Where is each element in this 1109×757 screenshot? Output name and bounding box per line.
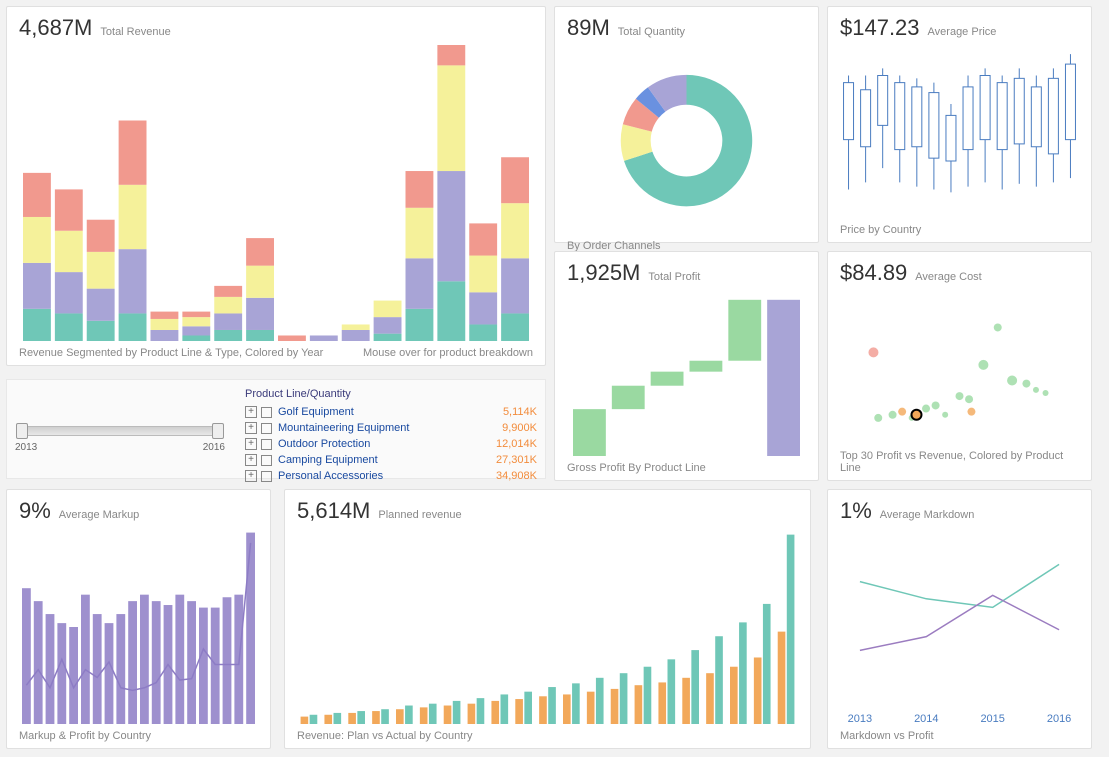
legend-value: 9,900K <box>502 420 537 436</box>
legend-name: Golf Equipment <box>278 404 503 420</box>
expand-icon[interactable]: + <box>245 422 257 434</box>
legend-checkbox[interactable] <box>261 423 272 434</box>
expand-icon[interactable]: + <box>245 438 257 450</box>
cost-chart[interactable] <box>840 290 1079 446</box>
legend-checkbox[interactable] <box>261 407 272 418</box>
legend-block: Product Line/Quantity + Golf Equipment5,1… <box>245 388 537 484</box>
planned-label: Planned revenue <box>378 509 461 521</box>
markup-caption: Markup & Profit by Country <box>19 730 258 742</box>
planned-revenue-card: 5,614M Planned revenue Revenue: Plan vs … <box>284 489 811 749</box>
average-markdown-card: 1% Average Markdown 2013 2014 2015 2016 Mar… <box>827 489 1092 749</box>
expand-icon[interactable]: + <box>245 454 257 466</box>
legend-item[interactable]: + Outdoor Protection12,014K <box>245 436 537 452</box>
planned-chart[interactable] <box>297 528 798 726</box>
svg-text:2013: 2013 <box>848 713 872 725</box>
quantity-chart[interactable] <box>567 45 806 236</box>
year-slider[interactable] <box>17 426 223 436</box>
price-caption: Price by Country <box>840 224 1079 236</box>
total-quantity-card: 89M Total Quantity By Order Channels <box>554 6 819 243</box>
price-metric: $147.23 <box>840 15 920 41</box>
legend-item[interactable]: + Mountaineering Equipment9,900K <box>245 420 537 436</box>
legend-name: Camping Equipment <box>278 452 496 468</box>
profit-label: Total Profit <box>648 271 700 283</box>
legend-checkbox[interactable] <box>261 439 272 450</box>
svg-text:2016: 2016 <box>1047 713 1071 725</box>
cost-metric: $84.89 <box>840 260 907 286</box>
legend-value: 34,908K <box>496 468 537 484</box>
quantity-label: Total Quantity <box>618 26 685 38</box>
profit-caption: Gross Profit By Product Line <box>567 462 806 474</box>
revenue-label: Total Revenue <box>100 26 170 38</box>
legend-value: 27,301K <box>496 452 537 468</box>
legend-checkbox[interactable] <box>261 471 272 482</box>
profit-chart[interactable] <box>567 290 806 458</box>
slider-handle-max[interactable] <box>212 423 224 439</box>
average-cost-card: $84.89 Average Cost Top 30 Profit vs Rev… <box>827 251 1092 481</box>
legend-value: 12,014K <box>496 436 537 452</box>
revenue-metric: 4,687M <box>19 15 92 41</box>
slider-handle-min[interactable] <box>16 423 28 439</box>
slider-max-label: 2016 <box>203 442 225 453</box>
quantity-metric: 89M <box>567 15 610 41</box>
price-chart[interactable] <box>840 45 1079 220</box>
legend-name: Mountaineering Equipment <box>278 420 502 436</box>
markdown-label: Average Markdown <box>880 509 975 521</box>
revenue-chart[interactable] <box>19 45 533 343</box>
legend-title: Product Line/Quantity <box>245 388 537 400</box>
total-profit-card: 1,925M Total Profit Gross Profit By Prod… <box>554 251 819 481</box>
legend-name: Personal Accessories <box>278 468 496 484</box>
cost-caption: Top 30 Profit vs Revenue, Colored by Pro… <box>840 450 1079 474</box>
legend-checkbox[interactable] <box>261 455 272 466</box>
svg-text:2015: 2015 <box>980 713 1004 725</box>
price-label: Average Price <box>928 26 997 38</box>
legend-item[interactable]: + Golf Equipment5,114K <box>245 404 537 420</box>
expand-icon[interactable]: + <box>245 406 257 418</box>
legend-name: Outdoor Protection <box>278 436 496 452</box>
average-price-card: $147.23 Average Price Price by Country <box>827 6 1092 243</box>
revenue-caption-right: Mouse over for product breakdown <box>363 347 533 359</box>
legend-value: 5,114K <box>503 404 537 420</box>
legend-item[interactable]: + Personal Accessories34,908K <box>245 468 537 484</box>
average-markup-card: 9% Average Markup Markup & Profit by Cou… <box>6 489 271 749</box>
markdown-metric: 1% <box>840 498 872 524</box>
planned-metric: 5,614M <box>297 498 370 524</box>
markdown-chart[interactable]: 2013 2014 2015 2016 <box>840 528 1079 726</box>
markdown-caption: Markdown vs Profit <box>840 730 1079 742</box>
markup-label: Average Markup <box>59 509 140 521</box>
expand-icon[interactable]: + <box>245 470 257 482</box>
total-revenue-card: 4,687M Total Revenue Revenue Segmented b… <box>6 6 546 366</box>
markup-metric: 9% <box>19 498 51 524</box>
slider-min-label: 2013 <box>15 442 37 453</box>
planned-caption: Revenue: Plan vs Actual by Country <box>297 730 798 742</box>
svg-text:2014: 2014 <box>914 713 938 725</box>
profit-metric: 1,925M <box>567 260 640 286</box>
markup-chart[interactable] <box>19 528 258 726</box>
filter-panel: 2013 2016 Product Line/Quantity + Golf Eq… <box>6 379 546 479</box>
cost-label: Average Cost <box>915 271 981 283</box>
legend-item[interactable]: + Camping Equipment27,301K <box>245 452 537 468</box>
